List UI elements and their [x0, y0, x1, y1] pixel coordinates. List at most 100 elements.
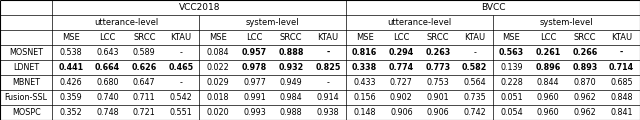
Text: MBNET: MBNET — [12, 78, 40, 87]
Text: -: - — [326, 48, 330, 57]
Text: system-level: system-level — [540, 18, 593, 27]
Text: 0.711: 0.711 — [133, 93, 156, 102]
Text: 0.841: 0.841 — [611, 108, 633, 117]
Text: 0.551: 0.551 — [170, 108, 193, 117]
Text: LCC: LCC — [246, 33, 262, 42]
Text: 0.949: 0.949 — [280, 78, 303, 87]
Text: 0.753: 0.753 — [427, 78, 449, 87]
Text: 0.848: 0.848 — [611, 93, 633, 102]
Text: MSE: MSE — [356, 33, 374, 42]
Text: 0.084: 0.084 — [207, 48, 229, 57]
Text: 0.748: 0.748 — [96, 108, 119, 117]
Text: 0.266: 0.266 — [572, 48, 598, 57]
Text: 0.901: 0.901 — [427, 93, 449, 102]
Text: 0.962: 0.962 — [573, 93, 596, 102]
Text: 0.148: 0.148 — [353, 108, 376, 117]
Text: 0.441: 0.441 — [58, 63, 83, 72]
Text: 0.018: 0.018 — [207, 93, 229, 102]
Text: 0.714: 0.714 — [609, 63, 634, 72]
Text: 0.589: 0.589 — [133, 48, 156, 57]
Text: 0.774: 0.774 — [388, 63, 414, 72]
Text: 0.896: 0.896 — [536, 63, 561, 72]
Text: 0.433: 0.433 — [353, 78, 376, 87]
Text: 0.991: 0.991 — [243, 93, 266, 102]
Text: 0.977: 0.977 — [243, 78, 266, 87]
Text: 0.957: 0.957 — [242, 48, 267, 57]
Text: 0.993: 0.993 — [243, 108, 266, 117]
Text: system-level: system-level — [246, 18, 300, 27]
Text: 0.721: 0.721 — [133, 108, 156, 117]
Text: 0.465: 0.465 — [168, 63, 193, 72]
Text: 0.962: 0.962 — [573, 108, 596, 117]
Text: SRCC: SRCC — [427, 33, 449, 42]
Text: 0.742: 0.742 — [463, 108, 486, 117]
Text: KTAU: KTAU — [611, 33, 632, 42]
Text: -: - — [180, 48, 182, 57]
Text: VCC2018: VCC2018 — [179, 3, 220, 12]
Text: 0.626: 0.626 — [132, 63, 157, 72]
Text: 0.938: 0.938 — [317, 108, 339, 117]
Text: 0.870: 0.870 — [573, 78, 596, 87]
Text: 0.261: 0.261 — [536, 48, 561, 57]
Text: 0.022: 0.022 — [206, 63, 229, 72]
Text: MSE: MSE — [62, 33, 80, 42]
Text: 0.906: 0.906 — [390, 108, 413, 117]
Text: MOSNET: MOSNET — [9, 48, 44, 57]
Text: 0.338: 0.338 — [352, 63, 377, 72]
Text: 0.426: 0.426 — [60, 78, 82, 87]
Text: 0.740: 0.740 — [96, 93, 119, 102]
Text: SRCC: SRCC — [280, 33, 303, 42]
Text: 0.564: 0.564 — [463, 78, 486, 87]
Text: Fusion-SSL: Fusion-SSL — [4, 93, 48, 102]
Text: 0.960: 0.960 — [537, 93, 559, 102]
Text: 0.914: 0.914 — [317, 93, 339, 102]
Text: MSE: MSE — [502, 33, 520, 42]
Text: 0.988: 0.988 — [280, 108, 303, 117]
Text: 0.844: 0.844 — [537, 78, 559, 87]
Text: 0.542: 0.542 — [170, 93, 193, 102]
Text: 0.932: 0.932 — [278, 63, 304, 72]
Text: 0.139: 0.139 — [500, 63, 523, 72]
Text: 0.888: 0.888 — [278, 48, 304, 57]
Text: 0.685: 0.685 — [611, 78, 633, 87]
Text: MSE: MSE — [209, 33, 227, 42]
Text: 0.263: 0.263 — [426, 48, 451, 57]
Text: 0.727: 0.727 — [390, 78, 413, 87]
Text: 0.893: 0.893 — [572, 63, 598, 72]
Text: 0.825: 0.825 — [315, 63, 340, 72]
Text: 0.294: 0.294 — [388, 48, 414, 57]
Text: 0.051: 0.051 — [500, 93, 523, 102]
Text: utterance-level: utterance-level — [94, 18, 158, 27]
Text: 0.906: 0.906 — [427, 108, 449, 117]
Text: LCC: LCC — [99, 33, 116, 42]
Text: 0.978: 0.978 — [242, 63, 267, 72]
Text: 0.538: 0.538 — [60, 48, 82, 57]
Text: -: - — [180, 78, 182, 87]
Text: MOSPC: MOSPC — [12, 108, 40, 117]
Text: LDNET: LDNET — [13, 63, 39, 72]
Text: 0.647: 0.647 — [133, 78, 156, 87]
Text: 0.359: 0.359 — [60, 93, 82, 102]
Text: -: - — [620, 48, 623, 57]
Text: KTAU: KTAU — [317, 33, 339, 42]
Text: 0.680: 0.680 — [96, 78, 119, 87]
Text: 0.816: 0.816 — [352, 48, 377, 57]
Text: -: - — [326, 78, 330, 87]
Text: LCC: LCC — [540, 33, 556, 42]
Text: 0.228: 0.228 — [500, 78, 523, 87]
Text: 0.563: 0.563 — [499, 48, 524, 57]
Text: utterance-level: utterance-level — [388, 18, 452, 27]
Text: 0.960: 0.960 — [537, 108, 559, 117]
Text: SRCC: SRCC — [573, 33, 596, 42]
Text: 0.582: 0.582 — [462, 63, 488, 72]
Text: 0.054: 0.054 — [500, 108, 523, 117]
Text: 0.735: 0.735 — [463, 93, 486, 102]
Text: BVCC: BVCC — [481, 3, 506, 12]
Text: -: - — [474, 48, 476, 57]
Text: 0.773: 0.773 — [426, 63, 451, 72]
Text: 0.643: 0.643 — [96, 48, 119, 57]
Text: 0.156: 0.156 — [353, 93, 376, 102]
Text: 0.902: 0.902 — [390, 93, 413, 102]
Text: 0.352: 0.352 — [60, 108, 82, 117]
Text: LCC: LCC — [393, 33, 410, 42]
